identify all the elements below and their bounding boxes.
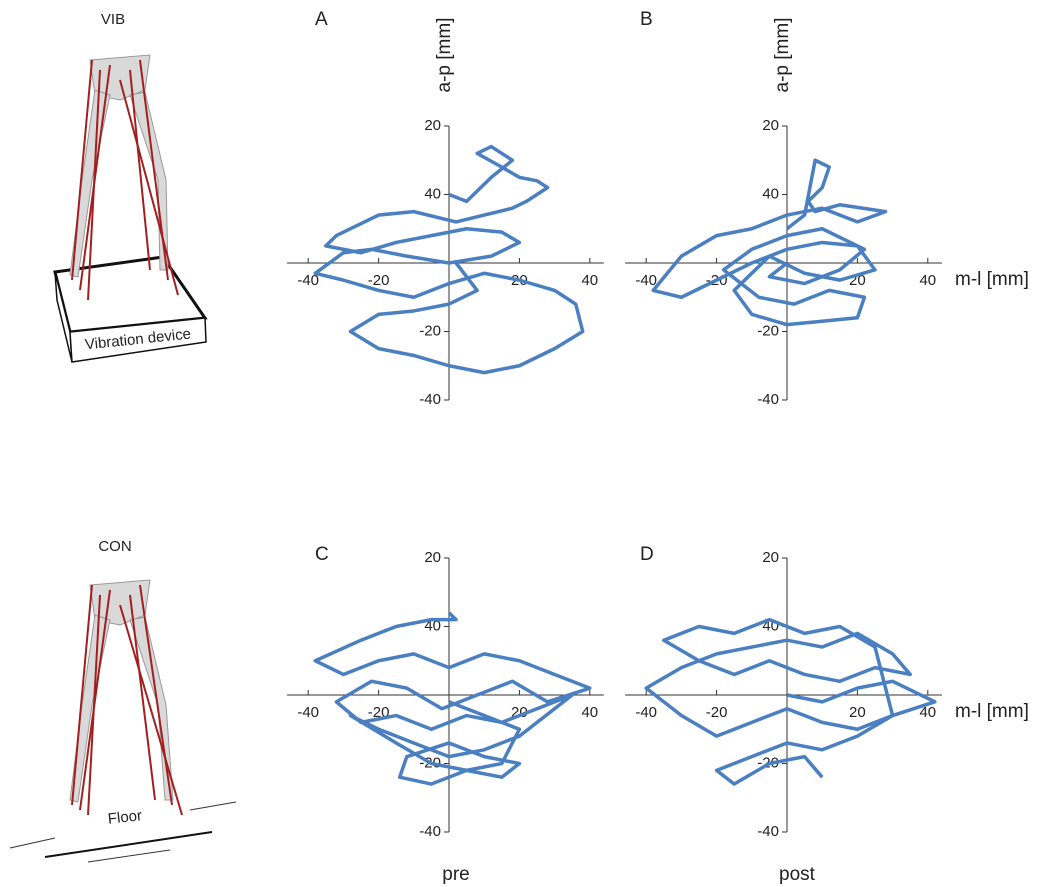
y-tick-label: 40 (762, 185, 779, 202)
y-tick-label: -40 (419, 391, 441, 408)
x-axis-label: m-l [mm] (955, 269, 1029, 290)
x-axis-label: m-l [mm] (955, 701, 1029, 722)
x-tick-label: -20 (368, 272, 390, 289)
x-tick-label: -20 (706, 704, 728, 721)
x-tick-label: 40 (919, 704, 936, 721)
row-label: CON (98, 538, 131, 555)
trajectory (313, 144, 585, 375)
x-tick-label: 40 (919, 272, 936, 289)
y-tick-label: -40 (757, 391, 779, 408)
x-tick-label: -40 (297, 272, 319, 289)
y-tick-label: 20 (762, 117, 779, 134)
y-tick-label: -40 (757, 823, 779, 840)
floor-illustration: Floor (9, 579, 237, 863)
panel-label: B (640, 9, 653, 30)
y-axis-label: a-p [mm] (772, 18, 793, 93)
x-tick-label: -40 (297, 704, 319, 721)
y-axis-label: a-p [mm] (434, 18, 455, 93)
panel-label: C (315, 544, 329, 565)
x-tick-label: -40 (635, 272, 657, 289)
vibration-illustration: Vibration device (53, 54, 208, 363)
row-label: VIB (101, 11, 125, 28)
y-tick-label: -20 (757, 322, 779, 339)
y-tick-label: 40 (424, 185, 441, 202)
x-tick-label: -40 (635, 704, 657, 721)
trajectory (651, 158, 888, 327)
y-tick-label: 20 (762, 549, 779, 566)
trajectory (644, 617, 937, 786)
floor-label: Floor (107, 807, 143, 827)
column-label: post (779, 864, 816, 885)
y-tick-label: -20 (419, 322, 441, 339)
x-tick-label: 40 (581, 272, 598, 289)
column-label: pre (442, 864, 469, 885)
y-tick-label: 20 (424, 117, 441, 134)
y-tick-label: -40 (419, 823, 441, 840)
y-tick-label: 20 (424, 549, 441, 566)
x-tick-label: 20 (849, 704, 866, 721)
trajectory (313, 611, 592, 786)
x-tick-label: 40 (581, 704, 598, 721)
panel-label: A (315, 9, 328, 30)
panel-label: D (640, 544, 654, 565)
